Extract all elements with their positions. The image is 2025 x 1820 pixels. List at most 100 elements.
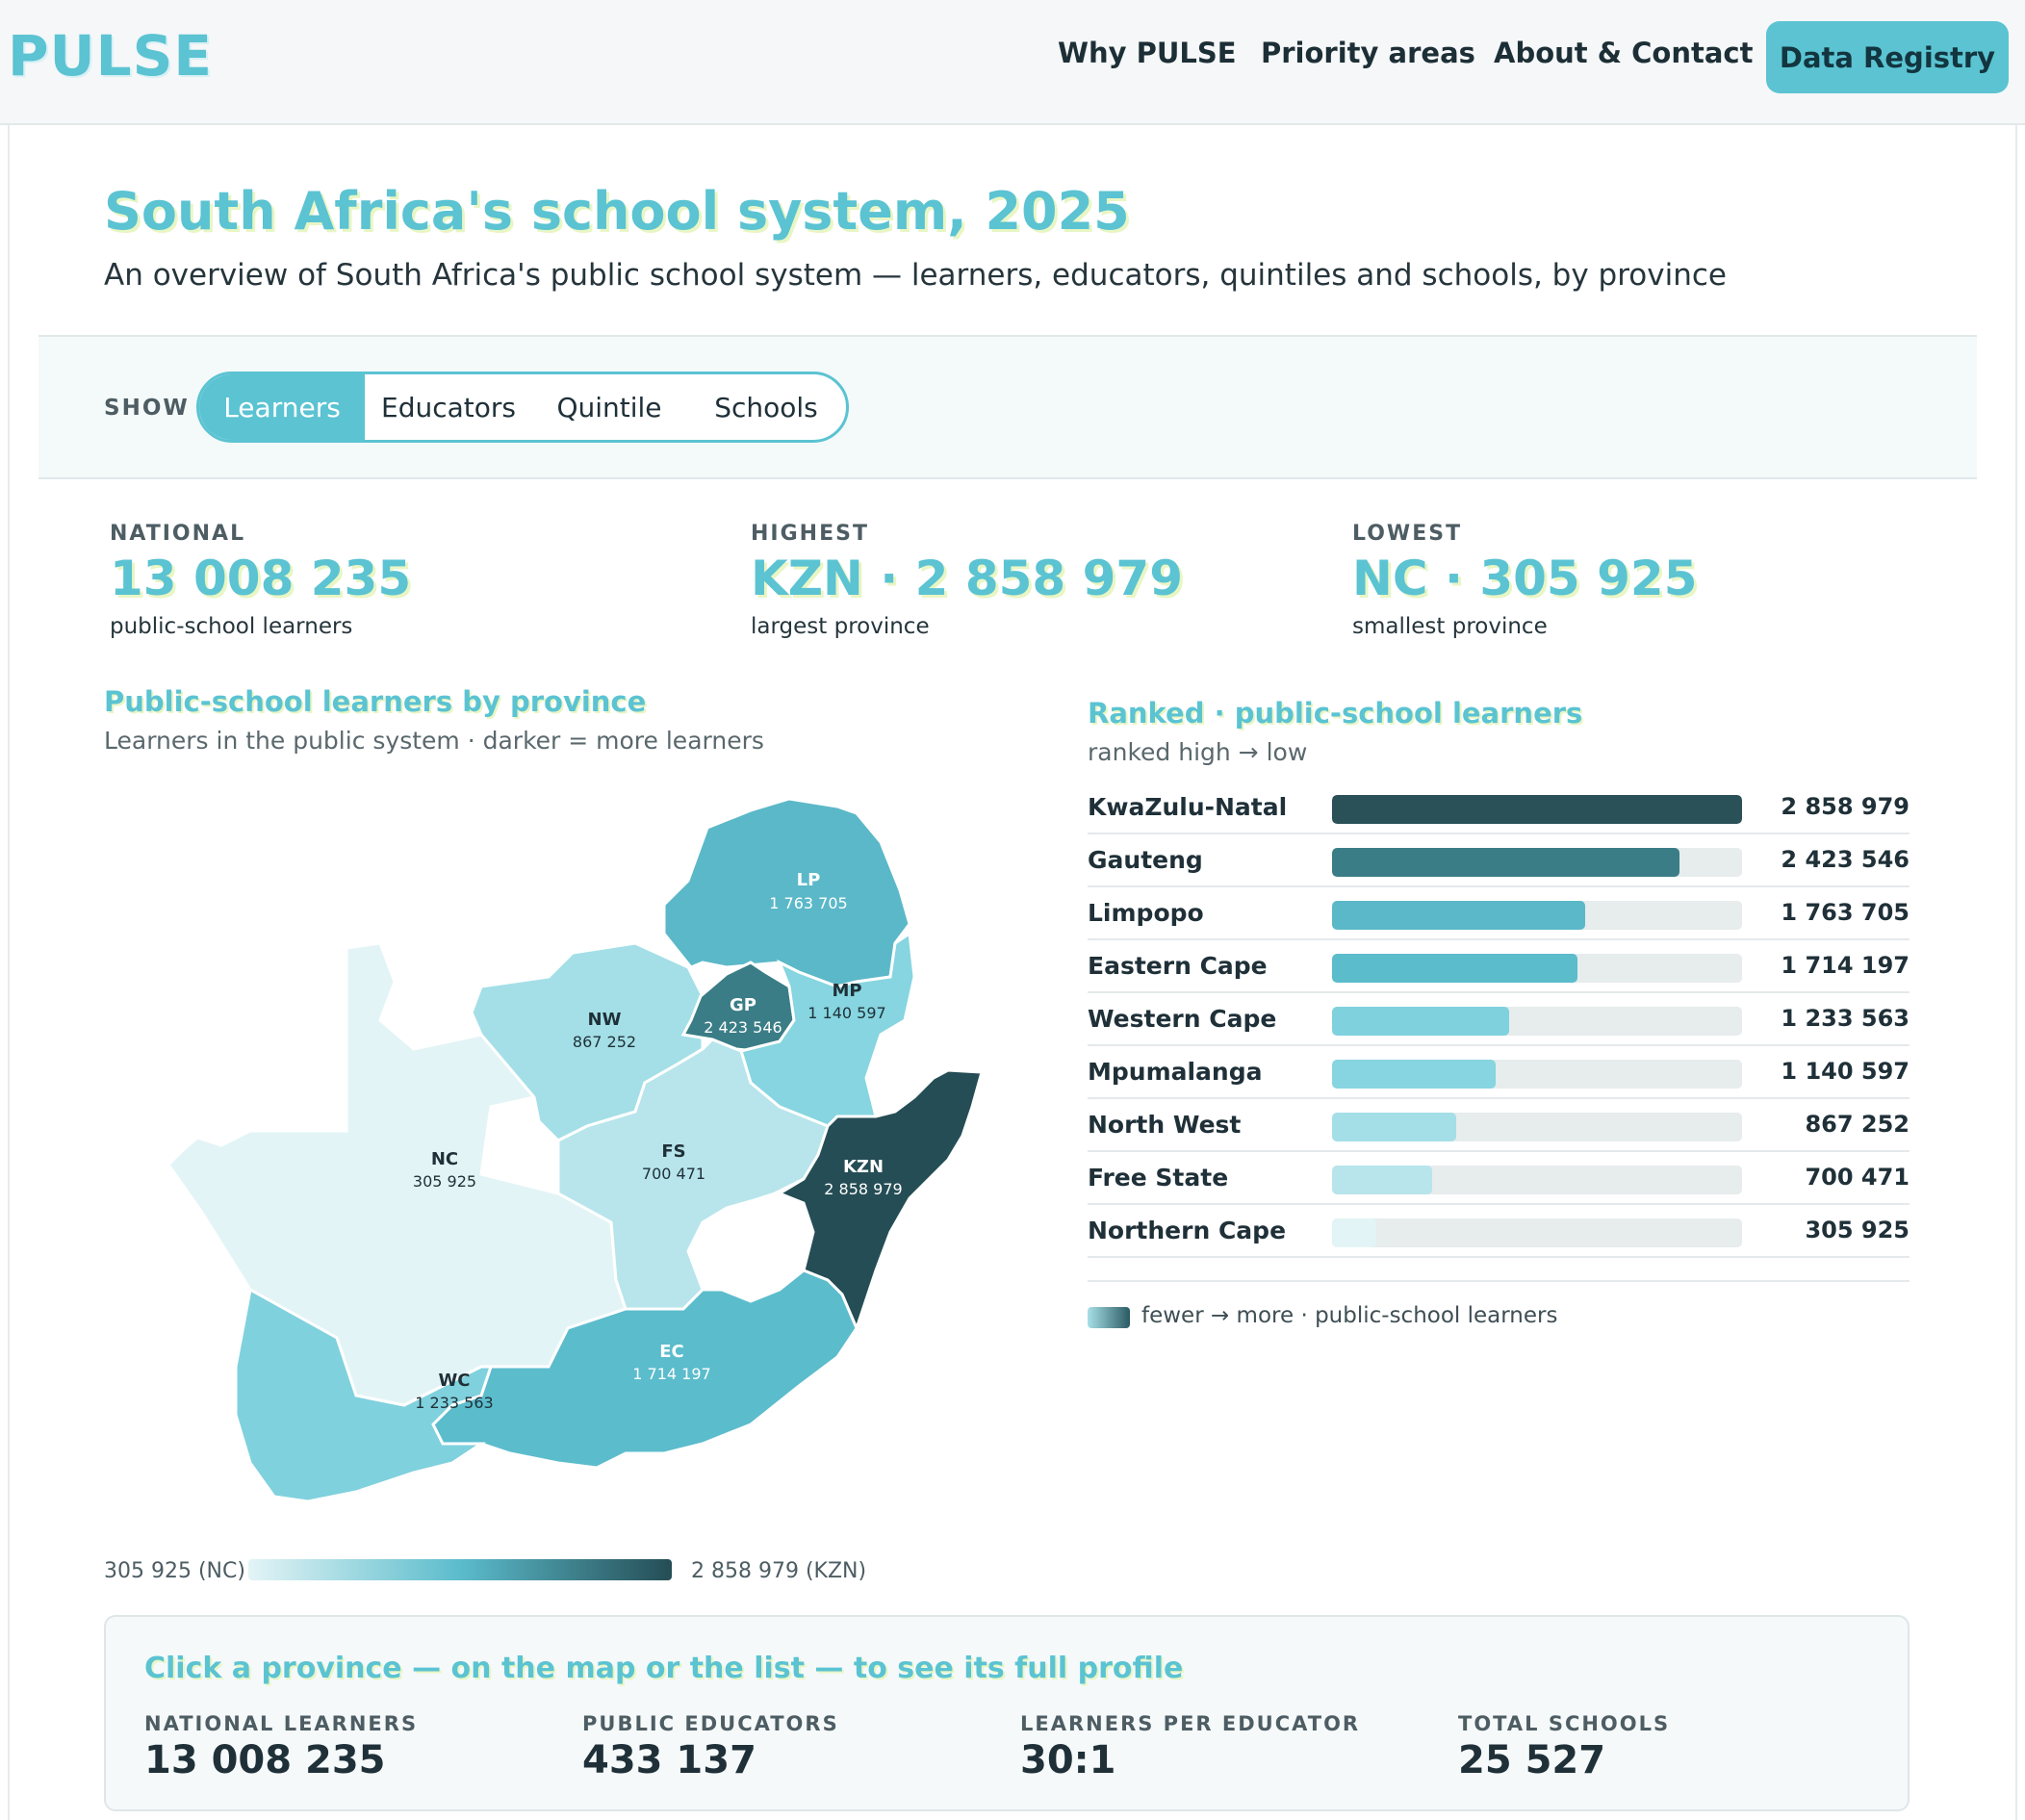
tab-learners[interactable]: Learners [199,374,365,440]
province-lp[interactable] [662,797,911,988]
show-label: SHOW [104,396,190,421]
map-legend-gradient [248,1559,672,1580]
ranked-bar-fill [1332,848,1680,877]
stat-public-educators-label: PUBLIC EDUCATORS [582,1712,839,1735]
ranked-bar-track [1332,848,1742,877]
stat-national-learners-value: 13 008 235 [144,1738,386,1782]
page-subtitle: An overview of South Africa's public sch… [104,258,1727,293]
nav-about-contact[interactable]: About & Contact [1494,37,1754,69]
kpi-lowest-note: smallest province [1352,614,1548,639]
kpi-lowest-label: LOWEST [1352,522,1463,546]
ranked-row-northern-cape[interactable]: Northern Cape 305 925 [1088,1205,1910,1258]
ranked-row-gauteng[interactable]: Gauteng 2 423 546 [1088,834,1910,887]
map-label-gp-code: GP [730,995,756,1015]
ranked-bar-fill [1332,901,1585,930]
ranked-row-value: 1 763 705 [1781,899,1910,926]
ranked-bar-track [1332,954,1742,983]
ranked-row-name: Eastern Cape [1088,952,1268,980]
ranked-row-name: Gauteng [1088,846,1203,874]
ranked-bar-fill [1332,795,1742,824]
stat-learners-per-educator-value: 30:1 [1020,1738,1116,1782]
nav-why-pulse[interactable]: Why PULSE [1058,37,1237,69]
ranked-row-free-state[interactable]: Free State 700 471 [1088,1152,1910,1205]
kpi-highest-value: KZN · 2 858 979 [751,551,1183,606]
ranked-divider [1088,1280,1910,1282]
profile-panel-title: Click a province — on the map or the lis… [144,1652,1184,1685]
map-label-ec-value: 1 714 197 [632,1365,710,1383]
ranked-row-value: 2 423 546 [1781,846,1910,873]
map-label-lp-code: LP [797,870,821,890]
ranked-row-name: Mpumalanga [1088,1058,1263,1086]
kpi-highest-note: largest province [751,614,930,639]
map-label-nw-value: 867 252 [573,1033,636,1051]
map-label-nw-code: NW [588,1010,622,1030]
map-legend-min: 305 925 (NC) [104,1559,245,1583]
ranked-bar-fill [1332,1007,1509,1036]
ranked-row-value: 1 140 597 [1781,1058,1910,1085]
tab-educators[interactable]: Educators [381,391,516,423]
stat-national-learners-label: NATIONAL LEARNERS [144,1712,419,1735]
ranked-row-limpopo[interactable]: Limpopo 1 763 705 [1088,887,1910,940]
profile-panel [104,1615,1910,1811]
data-registry-button[interactable]: Data Registry [1766,21,2009,93]
kpi-lowest-value: NC · 305 925 [1352,551,1698,606]
province-mp[interactable] [739,931,916,1128]
map-label-mp-value: 1 140 597 [807,1004,885,1022]
ranked-row-name: North West [1088,1111,1242,1139]
map-label-wc-value: 1 233 563 [415,1394,493,1412]
stat-total-schools-label: TOTAL SCHOOLS [1458,1712,1671,1735]
ranked-scale-text: fewer → more · public-school learners [1141,1303,1558,1328]
tab-quintile[interactable]: Quintile [556,391,662,423]
ranked-bar-track [1332,1113,1742,1141]
province-wc[interactable] [234,1287,494,1503]
ranked-subtitle: ranked high → low [1088,738,1308,766]
ranked-row-eastern-cape[interactable]: Eastern Cape 1 714 197 [1088,940,1910,993]
nav-priority-areas[interactable]: Priority areas [1261,37,1475,69]
kpi-national-value: 13 008 235 [110,551,412,606]
pulse-logo[interactable]: PULSE [8,23,213,89]
ranked-bar-track [1332,1166,1742,1194]
ranked-row-western-cape[interactable]: Western Cape 1 233 563 [1088,993,1910,1046]
ranked-title: Ranked · public-school learners [1088,697,1583,730]
ranked-bar-track [1332,901,1742,930]
ranked-row-name: Western Cape [1088,1005,1277,1033]
ranked-row-north-west[interactable]: North West 867 252 [1088,1099,1910,1152]
kpi-national-label: NATIONAL [110,522,246,546]
map-legend-max: 2 858 979 (KZN) [691,1559,867,1583]
metric-segmented-control: Learners Educators Quintile Schools [196,372,849,443]
tab-schools[interactable]: Schools [714,391,818,423]
map-label-mp-code: MP [832,981,861,1001]
ranked-bar-fill [1332,1166,1433,1194]
ranked-bar-track [1332,1218,1742,1247]
map-label-gp-value: 2 423 546 [704,1018,782,1037]
map-label-kzn-code: KZN [843,1157,884,1177]
province-kzn[interactable] [776,1068,984,1333]
ranked-bar-track [1332,1060,1742,1089]
ranked-row-name: KwaZulu-Natal [1088,793,1288,821]
ranked-row-name: Limpopo [1088,899,1204,927]
map-label-nc-code: NC [431,1149,458,1169]
ranked-row-value: 305 925 [1805,1217,1910,1243]
map-label-wc-code: WC [438,1371,470,1391]
ranked-row-value: 867 252 [1805,1111,1910,1138]
ranked-row-value: 1 233 563 [1781,1005,1910,1032]
stat-total-schools-value: 25 527 [1458,1738,1606,1782]
ranked-bar-track [1332,1007,1742,1036]
map-label-lp-value: 1 763 705 [769,894,847,912]
map-label-fs-code: FS [661,1141,685,1162]
ranked-row-value: 1 714 197 [1781,952,1910,979]
ranked-bar-fill [1332,1218,1376,1247]
stat-learners-per-educator-label: LEARNERS PER EDUCATOR [1020,1712,1361,1735]
ranked-bar-fill [1332,954,1578,983]
ranked-row-mpumalanga[interactable]: Mpumalanga 1 140 597 [1088,1046,1910,1099]
ranked-row-value: 700 471 [1805,1164,1910,1191]
stat-public-educators-value: 433 137 [582,1738,756,1782]
map-label-ec-code: EC [659,1342,684,1362]
ranked-scale-swatch [1088,1307,1130,1328]
ranked-row-kwazulu-natal[interactable]: KwaZulu-Natal 2 858 979 [1088,782,1910,834]
ranked-bar-fill [1332,1113,1457,1141]
ranked-row-value: 2 858 979 [1781,793,1910,820]
kpi-national-note: public-school learners [110,614,353,639]
province-choropleth-map: LP 1 763 705 GP 2 423 546 MP 1 140 597 N… [167,797,984,1503]
ranked-bar-fill [1332,1060,1496,1089]
